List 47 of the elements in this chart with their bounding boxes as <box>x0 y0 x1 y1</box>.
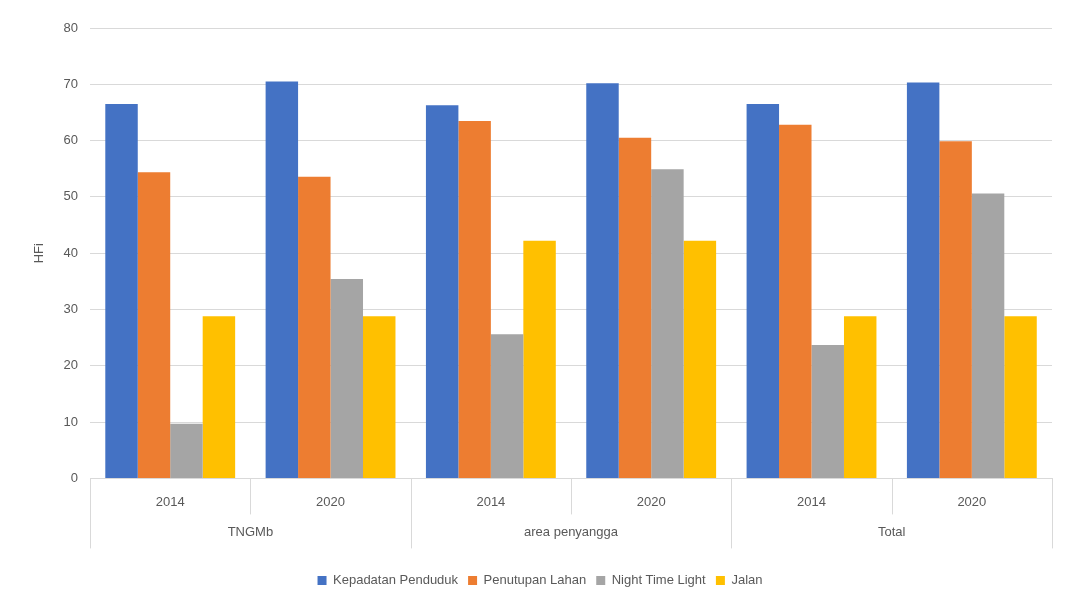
text: Total <box>877 523 906 539</box>
bar <box>265 81 299 478</box>
bar <box>618 137 652 478</box>
y-tick-label: 50 <box>63 188 79 204</box>
bar <box>105 104 138 478</box>
x-tick-label: 2020 <box>316 493 346 509</box>
bar <box>1004 316 1037 478</box>
y-tick-label: 80 <box>63 19 79 35</box>
bar <box>298 176 331 478</box>
x-tick-label: 2014 <box>797 493 826 509</box>
legend-label: Kepadatan Penduduk <box>333 572 459 588</box>
y-axis-title: HFi <box>31 242 47 264</box>
bar <box>330 279 364 478</box>
bar <box>202 316 236 478</box>
legend-label: Night Time Light <box>611 572 707 588</box>
bar <box>425 105 459 478</box>
bar <box>971 193 1005 478</box>
y-tick-label: 70 <box>63 75 79 91</box>
bar <box>586 83 619 478</box>
y-tick-label: 10 <box>63 413 79 429</box>
text: TNGMb <box>227 523 274 539</box>
x-tick-label: 2014 <box>476 493 506 509</box>
y-tick-label: 0 <box>70 469 79 485</box>
bar <box>939 141 972 478</box>
y-tick-label: 40 <box>63 244 79 260</box>
x-tick-label: 2014 <box>155 493 185 509</box>
bar <box>490 334 524 478</box>
x-tick-label: 2020 <box>636 493 666 509</box>
y-tick-label: 20 <box>63 357 79 373</box>
bar <box>746 104 780 478</box>
y-tick-label: 60 <box>63 132 79 148</box>
bar <box>651 169 684 478</box>
bar <box>170 423 203 478</box>
y-tick-label: 30 <box>63 301 79 317</box>
text: area penyangga <box>524 523 619 539</box>
legend-label: Jalan <box>731 572 763 588</box>
bar <box>843 316 877 478</box>
bar <box>811 344 844 478</box>
bar <box>137 172 171 478</box>
bar <box>523 240 556 478</box>
legend-label: Penutupan Lahan <box>483 572 587 588</box>
bar <box>683 240 717 478</box>
bar <box>363 316 396 478</box>
bar <box>906 82 940 478</box>
bar <box>779 124 812 478</box>
x-tick-label: 2020 <box>957 493 987 509</box>
bar <box>458 120 491 478</box>
